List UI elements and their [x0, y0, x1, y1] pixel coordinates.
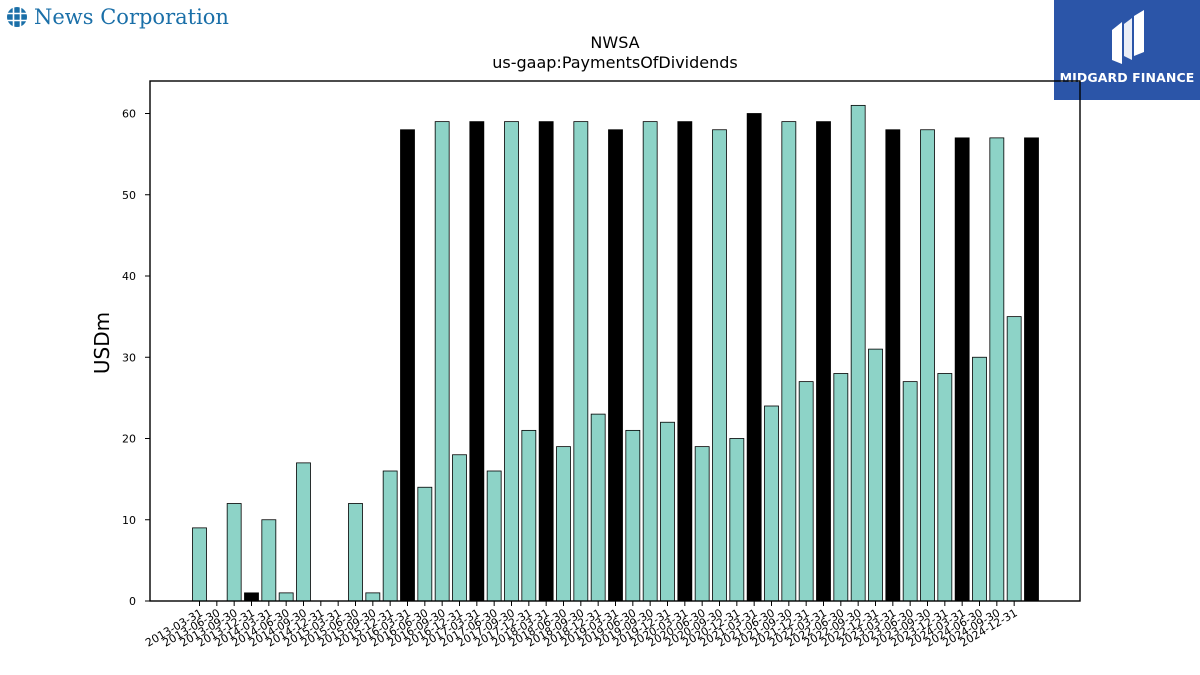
- bar-annual: [538, 121, 554, 602]
- bar-quarter: [660, 421, 675, 602]
- y-tick-label: 40: [122, 270, 136, 283]
- bar-quarter: [486, 470, 502, 602]
- y-tick-label: 20: [122, 433, 136, 446]
- bar-quarter: [521, 429, 537, 602]
- bar-quarter: [850, 104, 866, 602]
- chart-subtitle: us-gaap:PaymentsOfDividends: [492, 53, 737, 72]
- bar-annual: [746, 113, 762, 602]
- bar-quarter: [937, 373, 953, 602]
- bar-quarter: [573, 121, 589, 602]
- midgard-logo-icon: [1112, 10, 1144, 64]
- bar-quarter: [920, 129, 935, 602]
- bar-quarter: [764, 405, 779, 602]
- bar-quarter: [833, 373, 849, 602]
- bar-annual: [885, 129, 901, 602]
- bar-quarter: [729, 438, 745, 602]
- news-corporation-logo: News Corporation: [6, 5, 229, 29]
- bar-quarter: [278, 592, 294, 602]
- y-tick-label: 30: [122, 351, 136, 364]
- bar-annual: [400, 129, 415, 602]
- y-tick-label: 60: [122, 108, 136, 121]
- bar-quarter: [261, 519, 277, 602]
- bar-quarter: [902, 381, 918, 602]
- left-brand-label: News Corporation: [34, 5, 229, 29]
- bar-quarter: [781, 121, 797, 602]
- bar-quarter: [226, 503, 242, 602]
- bar-quarter: [694, 446, 710, 602]
- bar-quarter: [348, 503, 363, 602]
- bar-quarter: [798, 381, 814, 602]
- bar-quarter: [972, 356, 987, 602]
- bar-annual: [1024, 137, 1039, 602]
- bar-annual: [677, 121, 693, 602]
- y-axis-label: USDm: [90, 312, 114, 374]
- bar-quarter: [1006, 316, 1022, 602]
- bar-annual: [608, 129, 623, 602]
- bar-quarter: [417, 486, 433, 602]
- bar-quarter: [365, 592, 381, 602]
- bar-quarter: [712, 129, 727, 602]
- y-tick-label: 0: [129, 595, 136, 608]
- bar-quarter: [989, 137, 1005, 602]
- bar-quarter: [296, 462, 311, 602]
- bar-quarter: [504, 121, 519, 602]
- bar-quarter: [434, 121, 450, 602]
- bar-quarter: [556, 446, 571, 602]
- right-brand-label: MIDGARD FINANCE: [1059, 70, 1195, 85]
- y-tick-label: 50: [122, 189, 136, 202]
- bar-quarter: [192, 527, 207, 602]
- bar-quarter: [642, 121, 658, 602]
- plot-frame: [149, 80, 1081, 602]
- bar-annual: [816, 121, 831, 602]
- midgard-finance-logo: MIDGARD FINANCE: [1054, 0, 1200, 100]
- bar-quarter: [625, 429, 641, 602]
- y-tick-label: 10: [122, 514, 136, 527]
- bar-quarter: [868, 348, 883, 602]
- bar-quarter: [382, 470, 398, 602]
- bar-annual: [469, 121, 485, 602]
- bar-quarter: [590, 413, 606, 602]
- bar-quarter: [452, 454, 467, 602]
- bar-annual: [954, 137, 970, 602]
- chart-title: NWSA: [590, 33, 639, 52]
- globe-grid-icon: [7, 7, 27, 27]
- bar-annual: [244, 592, 259, 602]
